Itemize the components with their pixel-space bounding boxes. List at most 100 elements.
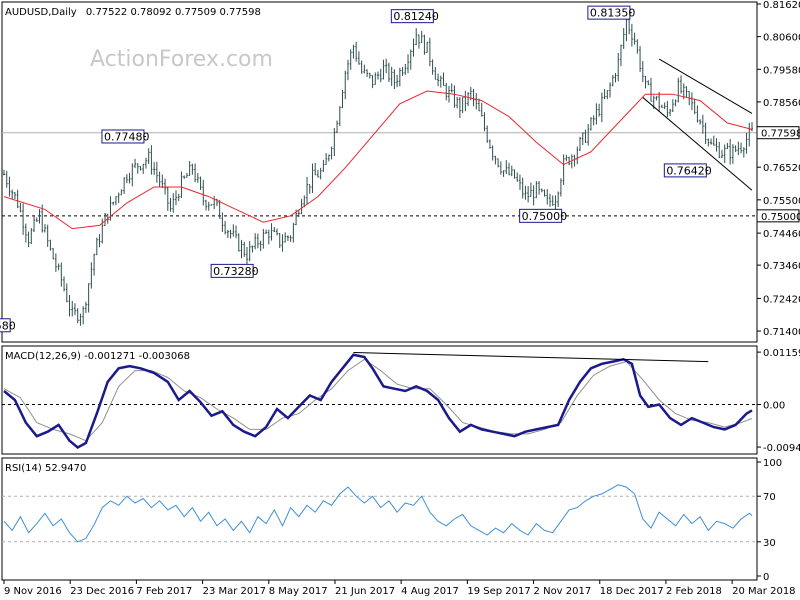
- candle: [79, 313, 82, 326]
- macd-divergence-line: [353, 352, 709, 363]
- candle: [112, 201, 115, 206]
- candle: [325, 153, 328, 166]
- candle: [674, 99, 677, 107]
- candle: [22, 203, 25, 235]
- candle: [155, 161, 158, 183]
- candle: [316, 169, 319, 178]
- price-annotation: 0.76420: [663, 163, 712, 178]
- candle: [584, 129, 587, 143]
- candle: [117, 192, 120, 204]
- candle: [142, 163, 145, 174]
- candle: [551, 195, 554, 206]
- candle: [300, 198, 303, 215]
- candle: [322, 159, 325, 172]
- candle: [696, 105, 699, 123]
- candle: [636, 39, 639, 54]
- candle: [478, 98, 481, 112]
- candle: [445, 82, 448, 101]
- candle: [669, 108, 672, 116]
- candle: [486, 125, 489, 143]
- candle: [611, 74, 614, 87]
- candle: [502, 170, 505, 177]
- candle: [180, 171, 183, 198]
- candle: [382, 59, 385, 80]
- rsi-tick-label: 0: [763, 572, 769, 583]
- reference-level-tag: 0.75000: [756, 209, 800, 223]
- candle: [461, 96, 464, 114]
- candle: [508, 162, 511, 176]
- candle: [123, 177, 126, 194]
- candle: [273, 227, 276, 233]
- candle: [658, 91, 661, 112]
- annotation-box: [587, 5, 631, 20]
- rsi-tick-label: 100: [763, 458, 782, 469]
- macd-tick-label: -0.009408: [763, 443, 800, 454]
- candle: [456, 96, 459, 109]
- candle: [666, 100, 669, 118]
- candle: [169, 197, 172, 212]
- candle: [417, 34, 420, 49]
- candle: [87, 283, 90, 313]
- time-tick-label: 4 Aug 2017: [401, 586, 459, 597]
- candle: [289, 235, 292, 242]
- candle: [609, 82, 612, 98]
- candle: [243, 241, 246, 257]
- candle: [275, 228, 278, 236]
- candle: [144, 157, 147, 169]
- candle: [357, 51, 360, 65]
- candle: [390, 66, 393, 86]
- candle: [49, 239, 52, 251]
- candle: [76, 308, 79, 324]
- price-panel-frame: [1, 1, 758, 343]
- candle: [13, 192, 16, 200]
- candle: [581, 132, 584, 146]
- price-annotations: 0.71580 0.77480 0.73280 0.81240 0.75000 0.813…: [0, 5, 712, 333]
- candle: [3, 169, 5, 176]
- watermark-text: ActionForex.com: [90, 47, 273, 72]
- candle: [131, 163, 134, 187]
- candle: [488, 139, 491, 149]
- candle: [237, 233, 240, 252]
- time-tick-label: 8 May 2017: [269, 586, 328, 597]
- candle: [194, 163, 197, 183]
- candle: [398, 67, 401, 87]
- candle: [360, 60, 363, 74]
- annotation-box: [519, 208, 563, 223]
- candle: [543, 189, 546, 197]
- candle: [35, 217, 38, 222]
- current-price-tag-label: 0.77598: [761, 129, 800, 140]
- candle: [557, 191, 560, 207]
- candle: [196, 173, 199, 183]
- candle: [480, 102, 483, 117]
- candle: [606, 90, 609, 100]
- candle: [720, 149, 723, 158]
- candle: [737, 141, 740, 156]
- ohlc-values: 0.77522 0.78092 0.77509 0.77598: [86, 7, 261, 18]
- candle: [251, 245, 254, 253]
- candle: [693, 98, 696, 115]
- annotation-label: 0.73280: [213, 265, 259, 278]
- time-tick-label: 2 Feb 2018: [666, 586, 722, 597]
- candle: [125, 174, 128, 184]
- candle: [447, 85, 450, 103]
- candle: [41, 204, 44, 233]
- candle: [641, 61, 644, 83]
- candle: [303, 195, 306, 208]
- candle: [65, 283, 68, 303]
- candle: [570, 154, 573, 169]
- price-annotation: 0.81350: [587, 5, 635, 20]
- reference-level-tag-label: 0.75000: [761, 212, 800, 223]
- candle: [491, 145, 494, 161]
- candle: [60, 262, 63, 287]
- candle: [639, 46, 642, 72]
- candle: [426, 41, 429, 53]
- symbol-name: AUDUSD,Daily: [5, 7, 77, 18]
- candle: [128, 172, 131, 184]
- candle: [114, 196, 117, 206]
- candle: [701, 114, 704, 134]
- candle: [188, 161, 191, 176]
- candle: [715, 138, 718, 152]
- candle: [221, 212, 224, 233]
